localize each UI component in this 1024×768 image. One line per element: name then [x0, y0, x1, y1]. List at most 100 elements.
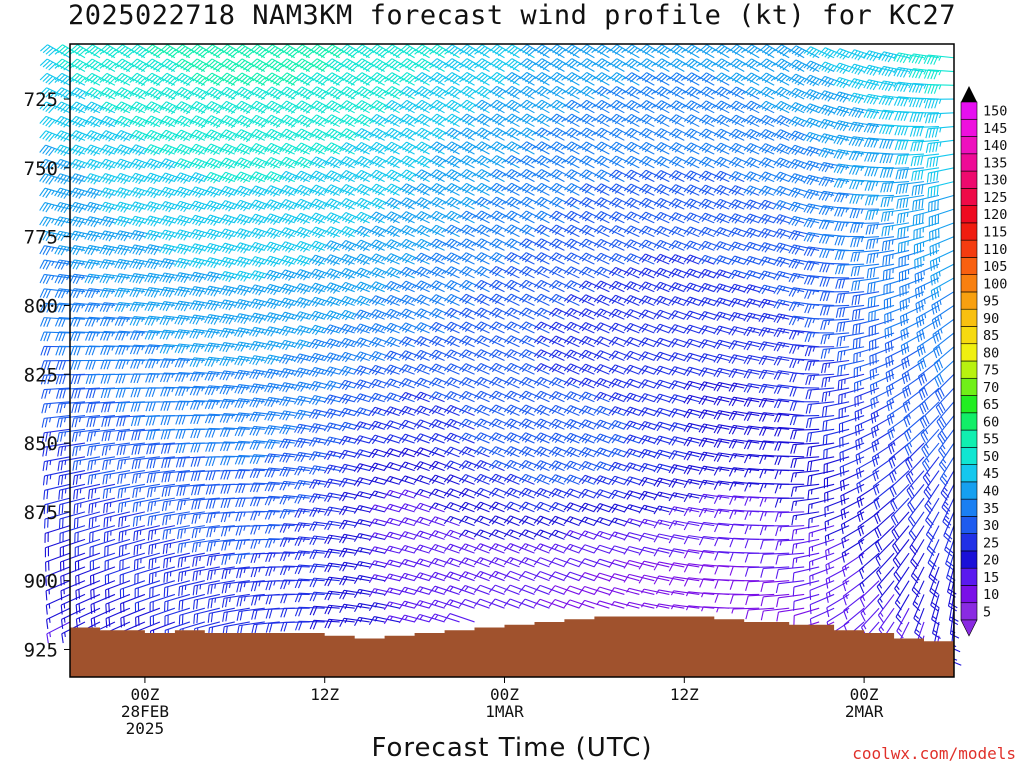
barb-feather: [57, 131, 65, 140]
barb-feather: [43, 490, 46, 500]
barb-feather: [43, 303, 48, 313]
barb-feather: [44, 403, 48, 414]
barb-half-feather: [78, 617, 81, 623]
barb-feather: [42, 274, 48, 284]
barb-staff: [44, 288, 71, 293]
wind-barb: [41, 387, 71, 399]
wind-barb: [56, 387, 86, 399]
barb-feather: [48, 119, 56, 128]
barb-feather: [88, 518, 91, 528]
barb-feather: [63, 204, 70, 214]
barb-staff: [59, 442, 86, 448]
barb-feather: [60, 61, 69, 70]
barb-feather: [40, 331, 45, 342]
barb-half-feather: [214, 583, 217, 589]
barb-staff: [59, 428, 86, 434]
barb-staff: [59, 414, 86, 419]
barb-staff: [61, 87, 86, 100]
wind-barb: [56, 414, 86, 428]
barb-staff: [44, 470, 71, 477]
barb-feather: [57, 203, 64, 212]
barb-half-feather: [124, 473, 127, 479]
barb-half-feather: [49, 446, 52, 451]
barb-feather: [46, 317, 51, 328]
wind-barb: [39, 216, 71, 227]
barb-feather: [55, 374, 60, 385]
barb-feather: [45, 460, 49, 471]
wind-barb: [58, 483, 86, 500]
barb-feather: [54, 116, 62, 124]
barb-staff: [61, 607, 86, 620]
barb-feather: [39, 101, 47, 110]
wind-barb: [54, 245, 86, 256]
barb-feather: [46, 503, 49, 514]
barb-half-feather: [94, 488, 97, 494]
barb-staff: [59, 230, 86, 238]
barb-half-feather: [51, 261, 55, 267]
barb-feather: [42, 117, 50, 126]
wind-barb: [54, 317, 86, 327]
barb-half-feather: [84, 50, 89, 55]
barb-feather: [54, 259, 60, 269]
barb-feather: [62, 389, 66, 399]
barb-feather: [72, 45, 81, 54]
barb-staff: [44, 483, 71, 491]
barb-feather: [136, 545, 139, 555]
barb-feather: [57, 160, 64, 169]
wind-barb: [59, 525, 86, 543]
barb-staff: [46, 607, 71, 620]
barb-feather: [90, 604, 93, 615]
barb-feather: [60, 604, 63, 615]
barb-half-feather: [49, 460, 52, 466]
barb-feather: [60, 619, 64, 629]
barb-half-feather: [63, 403, 66, 409]
barb-half-feather: [49, 431, 52, 437]
barb-feather: [59, 389, 63, 399]
barb-feather: [39, 130, 47, 139]
barb-half-feather: [214, 597, 217, 603]
wind-barb: [57, 456, 86, 471]
barb-half-feather: [64, 460, 67, 466]
wind-barb: [59, 552, 86, 572]
barb-feather: [39, 216, 46, 226]
barb-feather: [54, 317, 60, 327]
barb-feather: [60, 189, 67, 199]
wind-barb: [39, 317, 71, 328]
barb-feather: [76, 503, 79, 514]
barb-staff: [59, 273, 86, 279]
barb-feather: [46, 360, 51, 370]
barb-feather: [60, 432, 63, 442]
barb-feather: [133, 545, 136, 556]
barb-half-feather: [124, 487, 127, 493]
barb-feather: [63, 190, 70, 199]
wind-barb: [54, 273, 86, 285]
barb-feather: [54, 87, 62, 95]
barb-feather: [103, 532, 106, 542]
wind-barb: [44, 511, 71, 529]
barb-staff: [44, 387, 71, 391]
barb-feather: [42, 231, 49, 241]
wind-barb: [40, 44, 71, 59]
chart-title: 2025022718 NAM3KM forecast wind profile …: [67, 0, 957, 31]
barb-feather: [45, 260, 52, 270]
barb-half-feather: [184, 528, 187, 534]
barb-feather: [45, 218, 52, 227]
barb-feather: [45, 61, 54, 70]
wind-barb: [43, 483, 71, 500]
barb-feather: [57, 174, 64, 183]
barb-feather: [56, 389, 60, 399]
barb-feather: [54, 288, 60, 298]
barb-feather: [48, 162, 55, 171]
barb-feather: [43, 331, 48, 342]
wind-barb: [39, 288, 71, 299]
barb-feather: [62, 374, 66, 385]
barb-feather: [43, 504, 46, 515]
barb-staff: [44, 414, 71, 419]
wind-barb: [41, 401, 71, 414]
wind-barb: [54, 72, 86, 86]
barb-feather: [48, 77, 56, 85]
wind-barb: [45, 593, 71, 615]
barb-feather: [48, 133, 56, 142]
barb-feather: [73, 518, 76, 529]
